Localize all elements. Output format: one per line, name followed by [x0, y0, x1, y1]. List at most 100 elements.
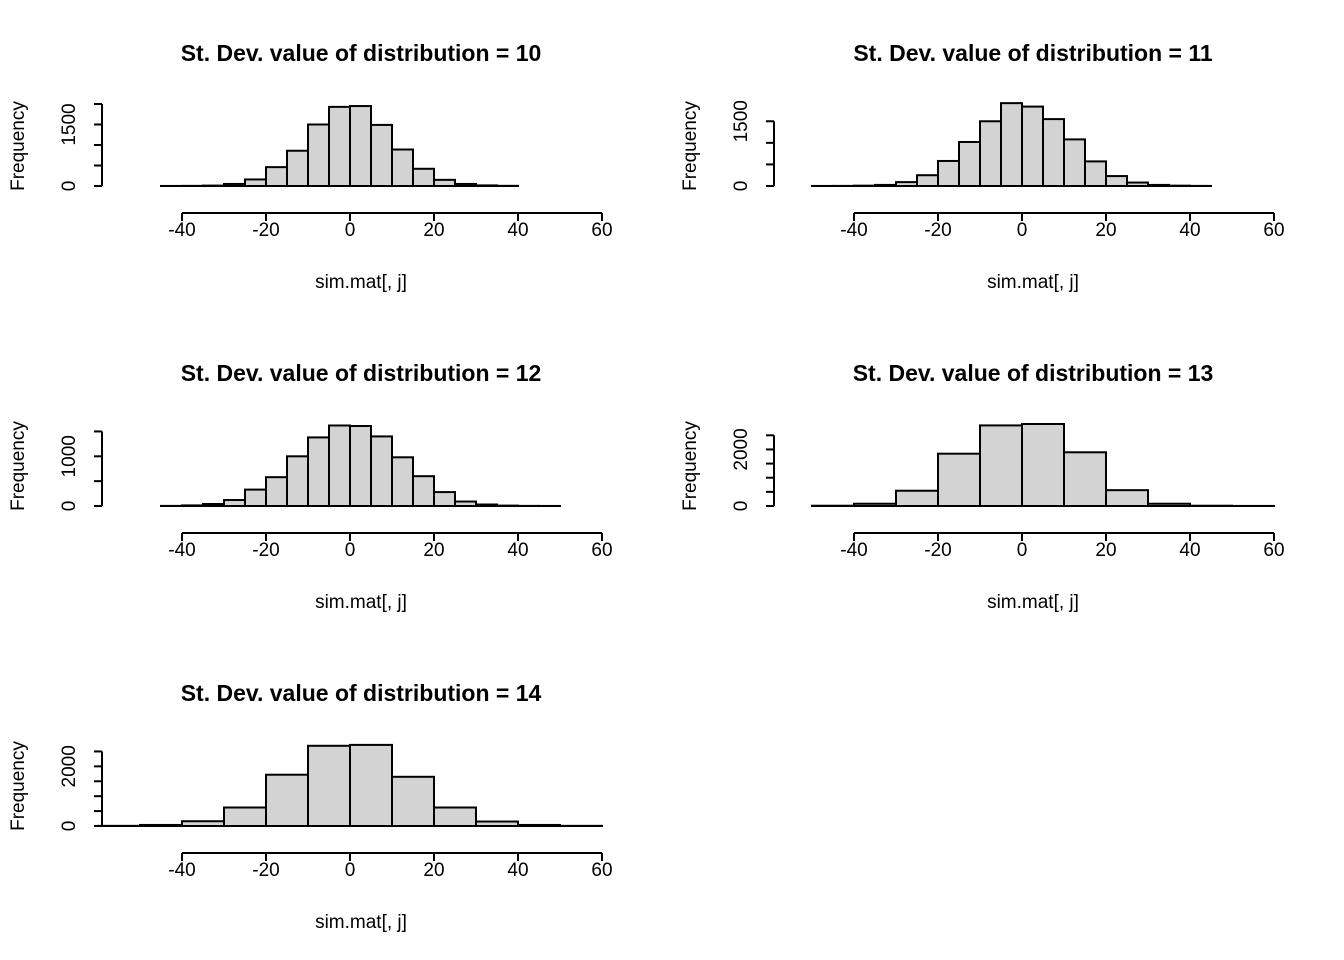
y-tick-label: 0 — [59, 501, 80, 512]
histogram-bar — [391, 775, 435, 827]
x-tick-label: -20 — [252, 220, 279, 241]
histogram-bar — [1147, 183, 1170, 187]
x-tick-label: 0 — [345, 860, 356, 881]
histogram-bar — [475, 503, 498, 508]
x-tick-label: 40 — [507, 540, 528, 561]
histogram-bar — [412, 167, 435, 187]
histogram-bar — [307, 744, 351, 827]
x-tick-label: -40 — [168, 220, 195, 241]
histogram-bar — [1000, 102, 1023, 187]
histogram-bar — [874, 183, 897, 187]
histogram-bar — [895, 489, 939, 508]
histogram-bar — [223, 806, 267, 828]
chart-title: St. Dev. value of distribution = 14 — [181, 680, 542, 706]
x-tick-label: 60 — [591, 540, 612, 561]
histogram-bar — [979, 120, 1002, 187]
histogram-bar — [328, 424, 351, 507]
histogram-bar — [181, 504, 204, 507]
histogram-panel: St. Dev. value of distribution = 12 -40 -2… — [8, 360, 613, 613]
histogram-bar — [139, 823, 183, 827]
histogram-bar — [307, 436, 330, 507]
histogram-bar — [412, 475, 435, 508]
histogram-bar — [1126, 181, 1149, 187]
x-tick-label: 40 — [1179, 220, 1200, 241]
histogram-bar — [349, 105, 372, 187]
x-tick-label: 20 — [423, 220, 444, 241]
y-tick-label: 1500 — [59, 103, 80, 145]
histogram-bar — [1021, 105, 1044, 187]
x-tick-label: 60 — [1263, 220, 1284, 241]
x-tick-label: 40 — [507, 220, 528, 241]
y-tick-label: 0 — [59, 821, 80, 832]
x-tick-label: 40 — [1179, 540, 1200, 561]
histogram-bar — [1063, 451, 1107, 507]
y-axis-label: Frequency — [8, 741, 29, 831]
histogram-bar — [1147, 502, 1191, 508]
histogram-bar — [286, 455, 309, 508]
chart-title: St. Dev. value of distribution = 10 — [181, 40, 542, 66]
y-axis-label: Frequency — [8, 421, 29, 511]
x-tick-label: 0 — [345, 220, 356, 241]
y-tick-label: 1500 — [731, 100, 752, 142]
x-tick-label: 20 — [423, 860, 444, 881]
x-tick-label: -20 — [252, 540, 279, 561]
x-tick-label: 60 — [1263, 540, 1284, 561]
histogram-bar — [517, 823, 561, 827]
histogram-bar — [454, 500, 477, 508]
histogram-bar — [853, 502, 897, 508]
histogram-bar — [265, 476, 288, 507]
x-tick-label: -40 — [168, 860, 195, 881]
x-tick-label: 20 — [423, 540, 444, 561]
histogram-bar — [433, 178, 456, 188]
x-tick-label: -20 — [924, 220, 951, 241]
x-tick-label: 40 — [507, 860, 528, 881]
histogram-bar — [328, 105, 351, 187]
x-tick-label: 0 — [1017, 540, 1028, 561]
x-tick-label: -20 — [924, 540, 951, 561]
histogram-bar — [391, 456, 414, 507]
histogram-bar — [244, 178, 267, 188]
histogram-bar — [202, 503, 225, 507]
histogram-bar — [979, 424, 1023, 507]
histogram-bar — [349, 743, 393, 827]
histogram-bar — [307, 123, 330, 187]
chart-title: St. Dev. value of distribution = 13 — [853, 360, 1214, 386]
histogram-bar — [475, 820, 519, 828]
histogram-bar — [370, 123, 393, 188]
y-axis-label: Frequency — [8, 101, 29, 191]
x-tick-label: -20 — [252, 860, 279, 881]
histogram-bar — [433, 491, 456, 507]
x-axis-label: sim.mat[, j] — [987, 592, 1079, 613]
y-tick-label: 0 — [731, 181, 752, 192]
histogram-panel: St. Dev. value of distribution = 14 -40 -2… — [8, 680, 613, 933]
x-axis-label: sim.mat[, j] — [987, 272, 1079, 293]
histogram-panel: St. Dev. value of distribution = 10 -40 -2… — [8, 40, 613, 293]
chart-title: St. Dev. value of distribution = 11 — [853, 40, 1213, 66]
histogram-bar — [937, 452, 981, 508]
histogram-bar — [1105, 489, 1149, 508]
histogram-bar — [181, 820, 225, 827]
histogram-bar — [454, 182, 477, 187]
histogram-bar — [349, 424, 372, 508]
histogram-bar — [895, 181, 918, 187]
histogram-bar — [1105, 175, 1128, 187]
histogram-bar — [1021, 423, 1065, 507]
histogram-bar — [244, 488, 267, 508]
y-tick-label: 2000 — [731, 428, 752, 470]
y-axis-label: Frequency — [680, 421, 701, 511]
chart-title: St. Dev. value of distribution = 12 — [181, 360, 542, 386]
y-axis-label: Frequency — [680, 101, 701, 191]
histogram-bar — [286, 149, 309, 188]
histogram-bar — [937, 159, 960, 187]
histogram-bar — [1084, 160, 1107, 187]
x-tick-label: 0 — [1017, 220, 1028, 241]
y-tick-label: 0 — [59, 181, 80, 192]
histogram-bar — [265, 166, 288, 187]
x-tick-label: 60 — [591, 220, 612, 241]
histogram-bar — [223, 499, 246, 508]
x-tick-label: 0 — [345, 540, 356, 561]
x-tick-label: -40 — [840, 220, 867, 241]
histogram-bar — [916, 174, 939, 187]
y-tick-label: 2000 — [59, 745, 80, 787]
